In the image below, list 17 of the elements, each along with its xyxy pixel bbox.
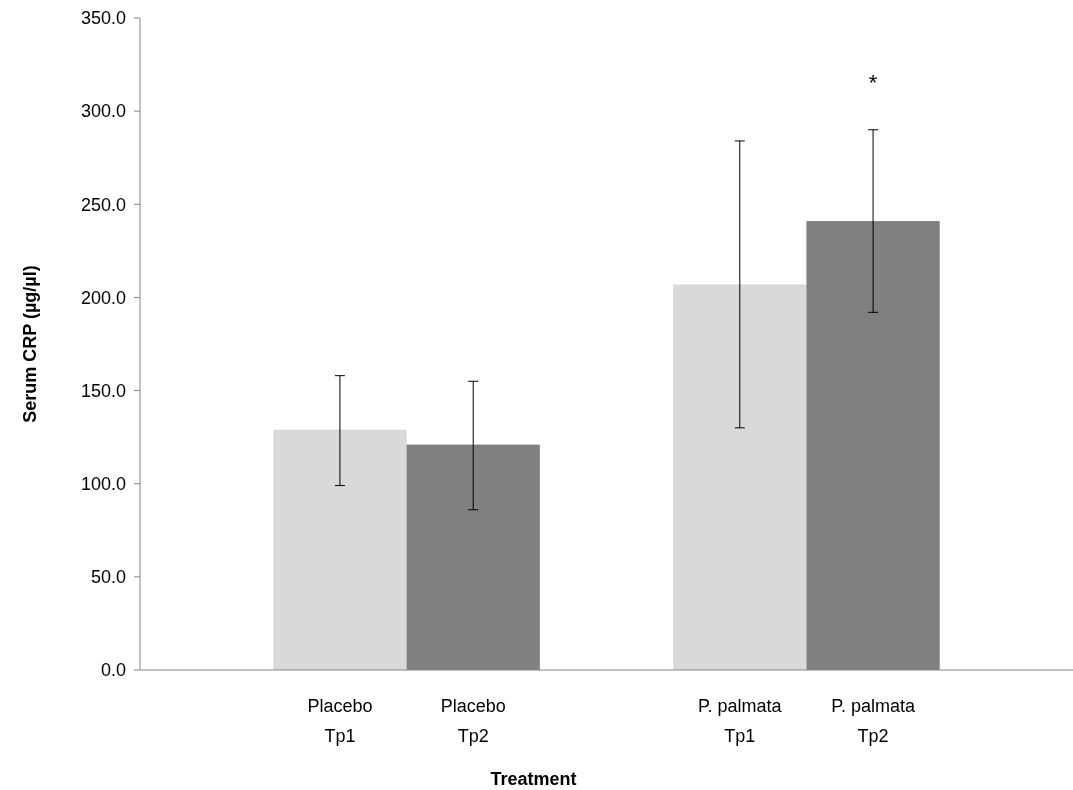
y-axis-title: Serum CRP (µg/µl) xyxy=(20,265,40,423)
y-tick-label: 0.0 xyxy=(100,660,126,681)
y-tick-label: 250.0 xyxy=(80,194,126,215)
y-tick-label: 50.0 xyxy=(90,567,126,588)
y-tick-label: 300.0 xyxy=(80,101,126,122)
x-tick-label: P. palmata Tp2 xyxy=(831,696,916,746)
annotation: * xyxy=(868,69,878,95)
y-tick-label: 200.0 xyxy=(80,287,126,308)
y-tick-label: 350.0 xyxy=(80,8,126,29)
x-tick-label: Placebo Tp1 xyxy=(307,696,373,746)
y-tick-label: 150.0 xyxy=(80,380,126,401)
y-tick-label: 100.0 xyxy=(80,474,126,495)
bar xyxy=(273,429,407,670)
x-axis-title: Treatment xyxy=(490,769,577,789)
x-tick-label: Placebo Tp2 xyxy=(440,696,506,746)
bar xyxy=(673,284,807,670)
x-tick-label: P. palmata Tp1 xyxy=(697,696,783,746)
